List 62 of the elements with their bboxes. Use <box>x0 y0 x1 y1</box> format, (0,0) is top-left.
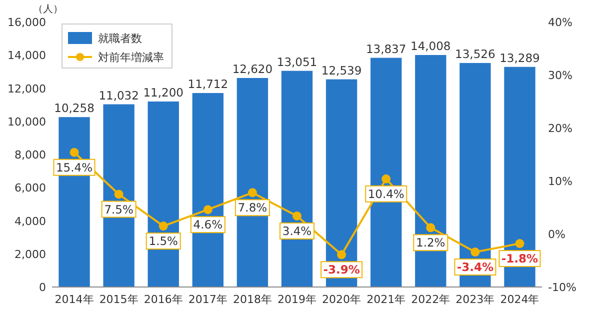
y-tick-label: 10,000 <box>8 115 46 128</box>
point <box>70 148 79 157</box>
y2-tick-label: 40% <box>548 16 572 29</box>
point <box>158 222 168 231</box>
x-tick-label: 2021年 <box>366 293 406 306</box>
data-label: 7.5% <box>104 202 134 216</box>
data-label: -3.9% <box>323 262 360 277</box>
x-tick-label: 2022年 <box>411 293 450 306</box>
point <box>292 211 302 220</box>
data-label: 3.4% <box>282 224 312 238</box>
legend-label: 就職者数 <box>98 32 142 45</box>
y-tick-label: 6,000 <box>14 182 46 195</box>
data-label: 4.6% <box>193 218 223 232</box>
data-label: 11,200 <box>143 86 184 100</box>
data-label: 7.8% <box>238 200 268 215</box>
point <box>382 174 391 184</box>
x-tick-label: 2023年 <box>456 293 495 306</box>
y-tick-label: 0 <box>39 281 46 294</box>
y2-tick-label: 0% <box>548 228 566 241</box>
data-label: 11,712 <box>188 77 228 92</box>
point <box>515 239 524 248</box>
x-tick-label: 2016年 <box>144 293 183 306</box>
point <box>114 190 124 199</box>
point <box>203 205 212 214</box>
data-label: 13,051 <box>276 54 318 69</box>
point <box>470 248 480 257</box>
y-tick-label: 8,000 <box>14 148 46 162</box>
data-label: 14,008 <box>410 38 451 53</box>
x-tick-label: 2018年 <box>232 293 272 306</box>
y-tick-label: 2,000 <box>14 248 46 261</box>
legend-label: 対前年増減率 <box>98 51 164 64</box>
y-tick-label: 14,000 <box>8 49 46 62</box>
y-tick-label: 16,000 <box>8 16 46 29</box>
data-label: -1.8% <box>501 252 539 266</box>
data-label: 10.4% <box>368 186 404 201</box>
x-tick-label: 2024年 <box>500 293 540 306</box>
data-label: 1.5% <box>148 234 178 248</box>
y-tick-label: 12,000 <box>8 82 46 96</box>
x-tick-label: 2020年 <box>322 293 362 306</box>
data-label: 13,289 <box>500 50 540 65</box>
point <box>248 188 257 198</box>
data-label: 15.4% <box>56 160 93 174</box>
data-label: -3.4% <box>456 260 494 274</box>
y2-tick-label: 30% <box>548 69 572 82</box>
point <box>337 250 346 260</box>
x-tick-label: 2017年 <box>188 293 228 306</box>
data-label: 11,032 <box>98 88 139 102</box>
y2-tick-label: 10% <box>548 175 572 188</box>
data-label: 1.2% <box>416 236 446 250</box>
data-label: 12,539 <box>321 63 362 78</box>
y2-tick-label: 20% <box>548 122 572 135</box>
x-tick-label: 2019年 <box>278 293 316 306</box>
y2-tick-label: -10% <box>548 281 576 294</box>
x-tick-label: 2015年 <box>99 293 138 306</box>
data-label: 13,837 <box>366 42 406 56</box>
data-label: 10,258 <box>54 101 94 116</box>
data-label: 12,620 <box>232 62 273 76</box>
data-label: 13,526 <box>455 46 496 61</box>
y-axis-title: （人） <box>33 4 63 15</box>
point <box>426 223 436 232</box>
x-tick-label: 2014年 <box>54 293 94 306</box>
y-tick-label: 4,000 <box>14 214 46 228</box>
